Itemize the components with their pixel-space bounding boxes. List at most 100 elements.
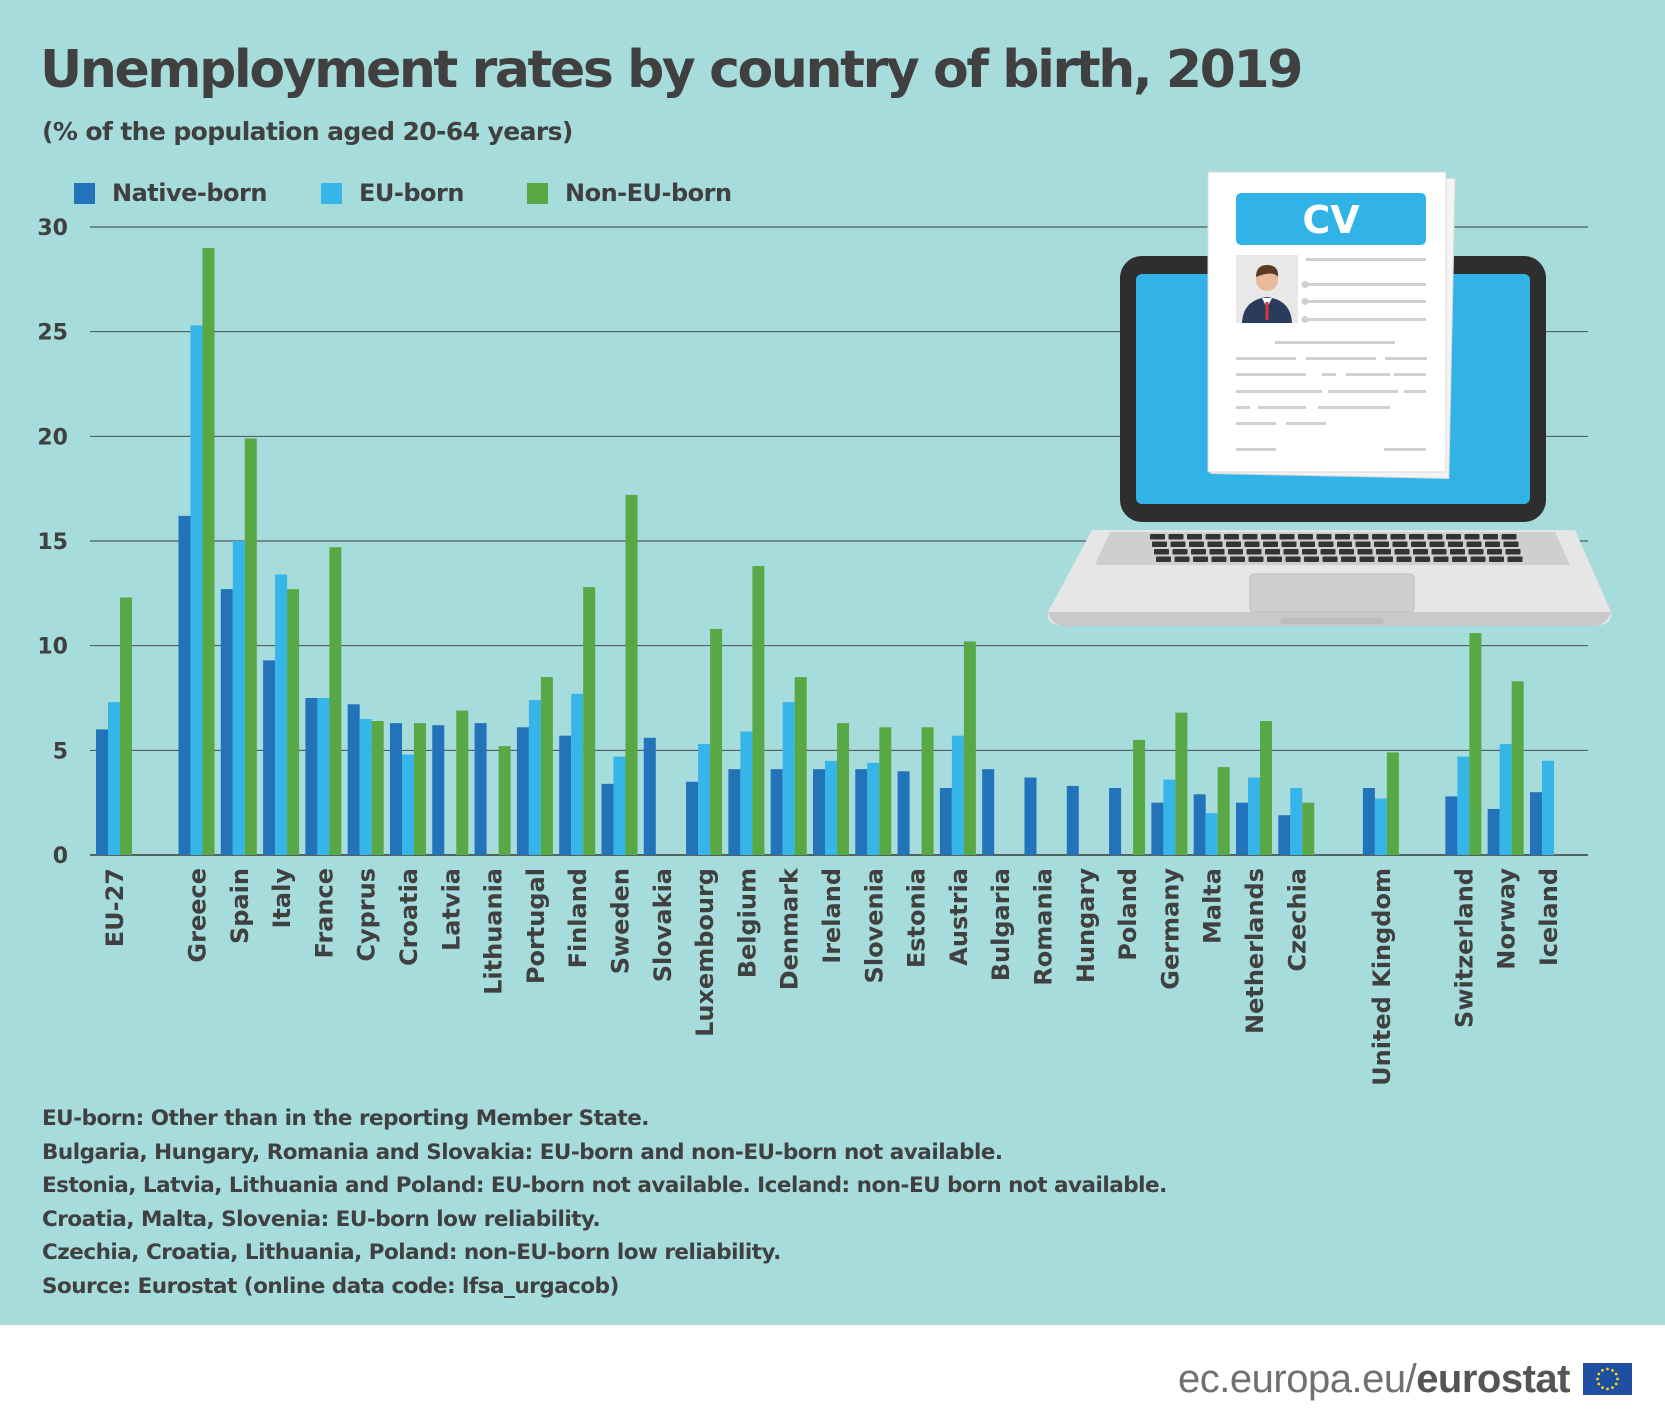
eurostat-url[interactable]: ec.europa.eu/eurostat	[1178, 1357, 1570, 1402]
bar-native-born-germany	[1151, 802, 1164, 855]
footer: ec.europa.eu/eurostat	[0, 1325, 1665, 1425]
bar-native-born-slovakia	[643, 737, 656, 855]
bar-non-eu-born-italy	[287, 589, 300, 855]
bar-native-born-greece	[178, 515, 191, 855]
laptop-key	[1168, 534, 1184, 540]
bar-chart: EU-27 Greece Spain Italy France Cyprus Croatia…	[37, 171, 1612, 1086]
cv-bullet	[1301, 298, 1309, 305]
laptop-key	[1483, 534, 1498, 540]
bar-native-born-switzerland	[1445, 796, 1458, 855]
bar-native-born-cyprus	[347, 704, 360, 855]
laptop-key	[1448, 541, 1463, 547]
laptop-key	[1337, 541, 1352, 547]
category-label-lithuania: Lithuania	[480, 868, 508, 995]
bar-eu-born-france	[317, 698, 330, 855]
bar-eu-born-finland	[571, 693, 584, 855]
laptop-key	[1248, 556, 1264, 562]
bar-eu-born-norway	[1499, 744, 1512, 855]
laptop-key	[1374, 541, 1389, 547]
cv-text-line	[1404, 390, 1426, 393]
category-label-norway: Norway	[1493, 868, 1521, 970]
laptop-notch	[1280, 618, 1384, 624]
category-label-malta: Malta	[1199, 868, 1227, 944]
cv-text-line	[1306, 318, 1426, 321]
bar-native-born-poland	[1109, 788, 1122, 855]
laptop-key	[1265, 549, 1280, 555]
legend-item-non-eu-born: Non-EU-born	[527, 178, 732, 208]
laptop-key	[1390, 534, 1406, 540]
legend-swatch-non-eu-born	[527, 182, 548, 204]
footnote: EU-born: Other than in the reporting Mem…	[42, 1106, 649, 1131]
laptop-key	[1226, 541, 1241, 547]
legend-item-eu-born: EU-born	[321, 178, 464, 208]
category-label-ireland: Ireland	[818, 868, 846, 964]
cv-text-line	[1346, 373, 1390, 376]
flag-star	[1601, 1386, 1604, 1390]
y-tick-label: 20	[37, 425, 68, 450]
laptop-key	[1378, 556, 1393, 562]
cv-bullet	[1301, 316, 1309, 323]
bar-non-eu-born-switzerland	[1469, 633, 1482, 855]
laptop-key	[1411, 541, 1426, 547]
cv-bullet	[1301, 281, 1309, 288]
laptop-key	[1209, 549, 1225, 555]
flag-star	[1611, 1368, 1614, 1372]
bar-native-born-france	[305, 698, 318, 855]
laptop-key	[1415, 556, 1430, 562]
bar-native-born-denmark	[770, 769, 783, 855]
cv-text-line	[1306, 258, 1426, 261]
laptop-key	[1427, 534, 1443, 540]
cv-text-line	[1328, 390, 1398, 393]
cv-text-line	[1394, 373, 1426, 376]
laptop-key	[1316, 534, 1332, 540]
bar-native-born-finland	[559, 735, 572, 855]
laptop-key	[1172, 549, 1188, 555]
laptop-key	[1211, 556, 1227, 562]
laptop-key	[1304, 556, 1319, 562]
bar-non-eu-born-finland	[583, 587, 596, 855]
laptop-key	[1487, 549, 1502, 555]
category-label-italy: Italy	[268, 868, 296, 929]
laptop-key	[1396, 556, 1412, 562]
laptop-key	[1244, 541, 1260, 547]
laptop-key	[1261, 534, 1276, 540]
laptop-key	[1507, 556, 1523, 562]
bar-native-born-romania	[1024, 777, 1037, 855]
flag-star	[1606, 1367, 1609, 1371]
flag-star	[1614, 1372, 1618, 1376]
bar-native-born-croatia	[389, 723, 402, 855]
cv-text-line	[1306, 300, 1426, 303]
footnote: Croatia, Malta, Slovenia: EU-born low re…	[42, 1206, 601, 1232]
chart-title: Unemployment rates by country of birth, …	[40, 40, 1303, 100]
bar-native-born-italy	[263, 660, 276, 855]
cv-text-line	[1236, 448, 1276, 451]
cv-text-line	[1236, 390, 1322, 393]
bar-eu-born-netherlands	[1247, 777, 1260, 855]
category-label-czechia: Czechia	[1283, 868, 1311, 972]
cv-text-line	[1286, 422, 1326, 425]
laptop-key	[1452, 556, 1467, 562]
bar-non-eu-born-france	[329, 547, 342, 855]
bar-eu-born-czechia	[1290, 788, 1303, 855]
bar-native-born-belgium	[728, 769, 741, 855]
bar-non-eu-born-united-kingdom	[1386, 752, 1399, 855]
category-label-romania: Romania	[1029, 868, 1057, 986]
bar-non-eu-born-cyprus	[371, 721, 384, 855]
bar-eu-born-iceland	[1541, 760, 1554, 855]
category-label-latvia: Latvia	[437, 868, 465, 951]
bar-native-born-eu-27	[96, 729, 108, 855]
bar-native-born-portugal	[516, 727, 529, 855]
flag-star	[1597, 1382, 1601, 1386]
legend-swatch-native-born	[74, 182, 95, 204]
laptop-key	[1470, 556, 1486, 562]
flag-star	[1614, 1382, 1618, 1386]
laptop-key	[1279, 534, 1295, 540]
cv-text-line	[1236, 406, 1250, 409]
bar-native-born-czechia	[1278, 815, 1291, 855]
cv-label: CV	[1302, 198, 1360, 242]
category-label-united-kingdom: United Kingdom	[1368, 868, 1396, 1086]
laptop-key	[1353, 534, 1369, 540]
bar-non-eu-born-portugal	[540, 677, 553, 855]
bar-eu-born-belgium	[740, 731, 753, 855]
category-label-germany: Germany	[1156, 868, 1184, 990]
